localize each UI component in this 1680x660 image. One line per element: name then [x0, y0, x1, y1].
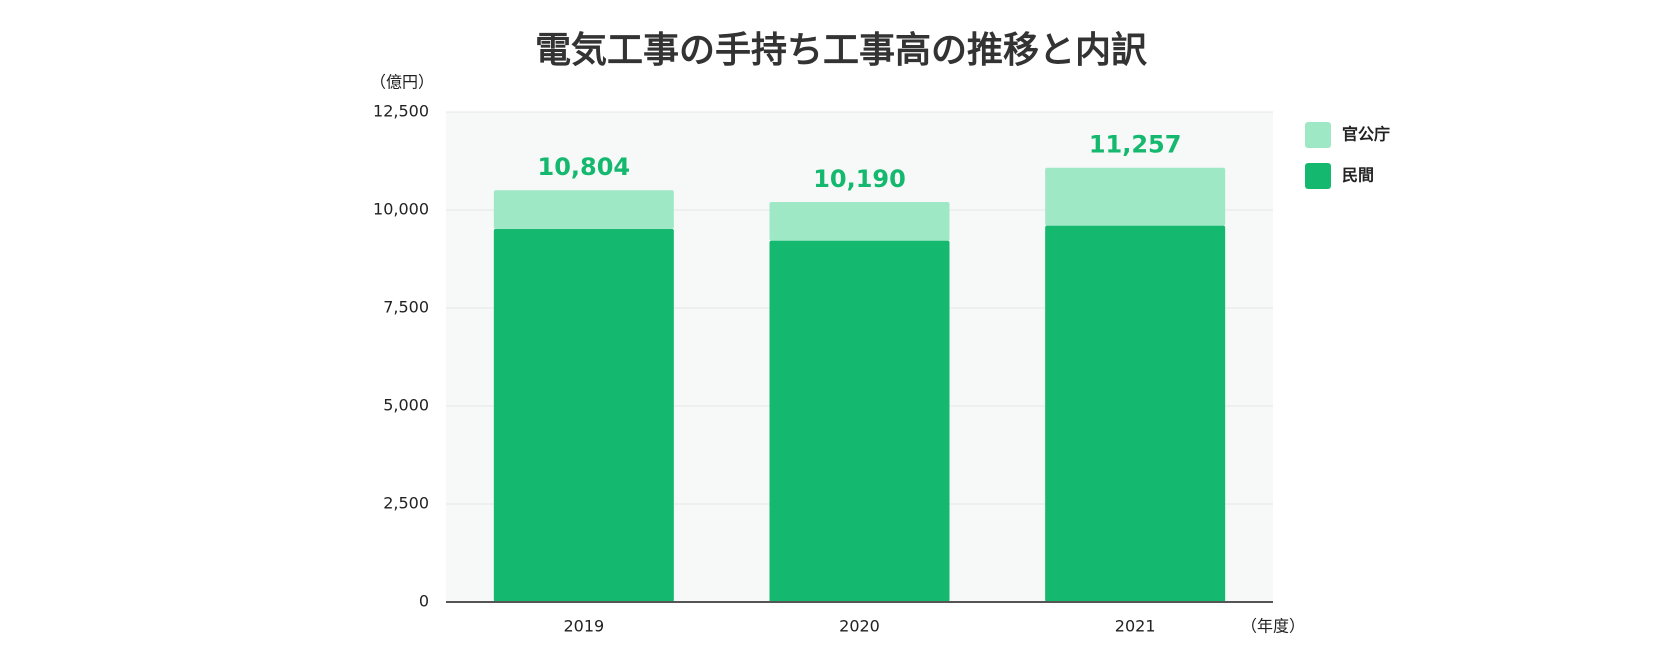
bar-segment [1045, 225, 1226, 602]
y-tick-label: 10,000 [373, 200, 429, 219]
y-tick-label: 7,500 [383, 298, 429, 317]
bar-segment [493, 190, 674, 229]
x-unit: （年度） [1241, 617, 1305, 636]
bar-segment [1045, 167, 1226, 226]
legend-label: 民間 [1342, 166, 1374, 185]
legend-swatch [1305, 122, 1331, 148]
total-label: 11,257 [1089, 131, 1182, 159]
x-tick-label: 2020 [839, 617, 880, 636]
y-tick-label: 2,500 [383, 494, 429, 513]
y-tick-label: 5,000 [383, 396, 429, 415]
total-label: 10,804 [538, 153, 631, 181]
legend-swatch [1305, 163, 1331, 189]
bar-segment [769, 240, 950, 602]
y-tick-label: 0 [419, 592, 429, 611]
legend-label: 官公庁 [1342, 125, 1390, 144]
y-tick-label: 12,500 [373, 102, 429, 121]
bar-segment [769, 202, 950, 241]
y-unit: （億円） [370, 73, 434, 92]
total-label: 10,190 [813, 165, 906, 193]
x-tick-label: 2019 [563, 617, 604, 636]
bar-segment [493, 228, 674, 602]
chart-title: 電気工事の手持ち工事高の推移と内訳 [535, 30, 1148, 71]
x-tick-label: 2021 [1115, 617, 1156, 636]
